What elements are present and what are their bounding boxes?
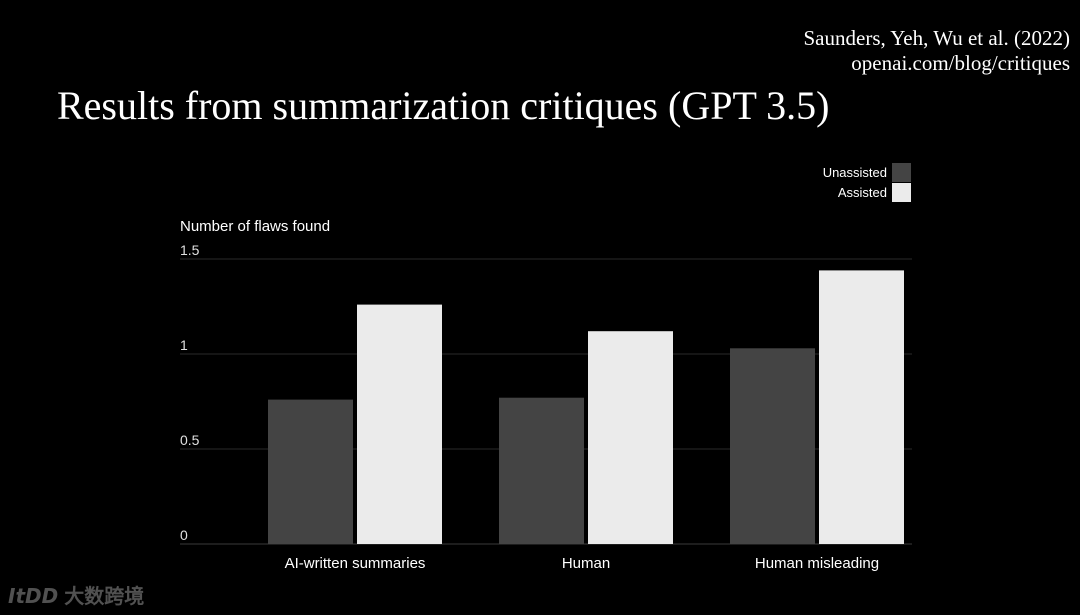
x-category-label: Human misleading bbox=[755, 555, 879, 572]
slide-title: Results from summarization critiques (GP… bbox=[57, 83, 830, 128]
legend-label-unassisted: Unassisted bbox=[823, 165, 887, 180]
legend-swatch-assisted bbox=[892, 183, 911, 202]
legend-swatch-unassisted bbox=[892, 163, 911, 182]
bar-assisted-1 bbox=[357, 304, 442, 544]
bar-assisted-3 bbox=[819, 270, 904, 544]
y-tick-label: 0 bbox=[180, 527, 188, 543]
watermark-logo: ItDD bbox=[8, 584, 59, 608]
citation-authors: Saunders, Yeh, Wu et al. (2022) bbox=[803, 26, 1071, 50]
y-tick-label: 1.5 bbox=[180, 242, 200, 258]
bar-unassisted-1 bbox=[268, 399, 353, 544]
x-category-label: AI-written summaries bbox=[285, 555, 426, 572]
citation: Saunders, Yeh, Wu et al. (2022) openai.c… bbox=[804, 26, 1071, 76]
y-tick-label: 0.5 bbox=[180, 432, 200, 448]
bar-unassisted-3 bbox=[730, 348, 815, 544]
bar-assisted-2 bbox=[588, 331, 673, 544]
watermark-text: 大数跨境 bbox=[64, 584, 145, 608]
x-category-label: Human bbox=[562, 555, 610, 572]
watermark: ItDD 大数跨境 bbox=[8, 580, 144, 609]
legend-label-assisted: Assisted bbox=[838, 185, 887, 200]
y-axis-title: Number of flaws found bbox=[180, 218, 330, 235]
bar-unassisted-2 bbox=[499, 397, 584, 544]
y-tick-label: 1 bbox=[180, 337, 188, 353]
citation-url: openai.com/blog/critiques bbox=[851, 51, 1070, 75]
